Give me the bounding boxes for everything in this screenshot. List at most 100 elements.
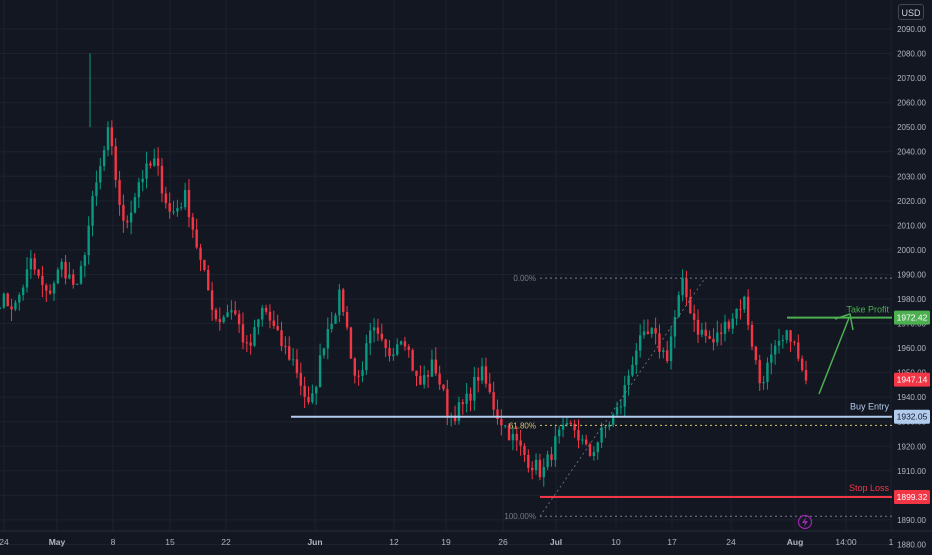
candle: [546, 454, 549, 468]
take-profit-price: 1972.42: [897, 313, 928, 323]
candle: [403, 341, 407, 347]
candle: [611, 414, 615, 425]
candle: [218, 319, 222, 323]
buy-entry-price-box: [894, 409, 930, 424]
candle: [415, 370, 418, 376]
candle: [426, 375, 430, 377]
candle: [569, 423, 572, 425]
candle: [137, 182, 141, 198]
candle: [380, 333, 383, 340]
candle: [295, 359, 299, 374]
candle: [25, 269, 29, 288]
candle: [299, 373, 303, 386]
candle: [635, 350, 638, 365]
price-tick: 1940.00: [897, 393, 926, 402]
candle: [658, 333, 661, 352]
lightning-glyph: [802, 517, 808, 527]
candle: [64, 261, 67, 279]
price-axis: [892, 0, 932, 550]
candle: [430, 359, 434, 377]
candle: [60, 261, 63, 270]
candle: [519, 440, 522, 446]
candle: [14, 302, 17, 310]
candle: [315, 387, 318, 394]
candle: [68, 274, 71, 279]
buy-entry-label: Buy Entry: [850, 402, 890, 412]
candle: [230, 310, 233, 313]
time-tick: 17: [667, 537, 677, 547]
currency-button[interactable]: USD: [898, 4, 924, 20]
buy-entry-price: 1932.05: [897, 412, 928, 422]
candle: [172, 211, 175, 213]
price-tick: 1880.00: [897, 540, 926, 549]
candle: [126, 220, 129, 223]
time-tick: 1: [889, 537, 894, 547]
candle: [207, 269, 210, 291]
candle: [492, 392, 495, 410]
candle: [623, 385, 626, 407]
candle: [530, 467, 534, 471]
candle: [708, 335, 711, 339]
candle: [133, 197, 137, 213]
candle: [407, 346, 410, 350]
price-tick: 2030.00: [897, 172, 926, 181]
candle: [195, 229, 198, 248]
candle: [95, 182, 98, 197]
candle: [461, 402, 464, 404]
time-tick: 22: [221, 537, 231, 547]
time-tick: 24: [726, 537, 736, 547]
candle: [399, 341, 403, 345]
candle: [0, 307, 2, 309]
price-tick: 2000.00: [897, 246, 926, 255]
candle: [473, 376, 476, 401]
candle: [750, 324, 754, 347]
candle: [280, 330, 283, 347]
candle: [272, 320, 276, 326]
price-tick: 2010.00: [897, 221, 926, 230]
candle: [29, 258, 33, 270]
candle: [322, 348, 326, 356]
candle: [10, 306, 13, 310]
candle: [573, 423, 576, 431]
candle: [307, 396, 310, 403]
candle: [731, 318, 734, 329]
candle: [480, 366, 484, 381]
time-tick: 24: [0, 537, 9, 547]
time-tick: 12: [389, 537, 399, 547]
candle: [557, 429, 561, 437]
price-tick: 2020.00: [897, 197, 926, 206]
candle: [276, 325, 279, 331]
candle: [457, 402, 461, 421]
candle: [500, 419, 503, 426]
candle: [303, 385, 306, 397]
candle: [21, 287, 25, 296]
candle: [527, 454, 530, 468]
candle: [353, 358, 356, 376]
candle: [357, 375, 360, 377]
candle: [176, 208, 179, 212]
candle: [253, 327, 256, 346]
candle: [650, 328, 653, 335]
candle: [719, 332, 723, 334]
take-profit-label: Take Profit: [846, 305, 889, 315]
price-tick: 2090.00: [897, 25, 926, 34]
candle: [149, 163, 152, 166]
candle: [153, 158, 156, 166]
candle: [37, 269, 40, 276]
candle: [288, 346, 291, 360]
candle: [665, 350, 669, 361]
candle: [797, 342, 800, 359]
candle: [164, 193, 168, 204]
candle: [102, 150, 106, 167]
candle: [631, 364, 634, 376]
last-price-box: [894, 372, 930, 387]
candle: [122, 204, 125, 221]
candle: [237, 314, 241, 325]
candle: [369, 330, 372, 344]
candle: [156, 158, 160, 166]
candle: [87, 225, 90, 256]
candle: [330, 323, 333, 330]
candle: [75, 283, 79, 285]
